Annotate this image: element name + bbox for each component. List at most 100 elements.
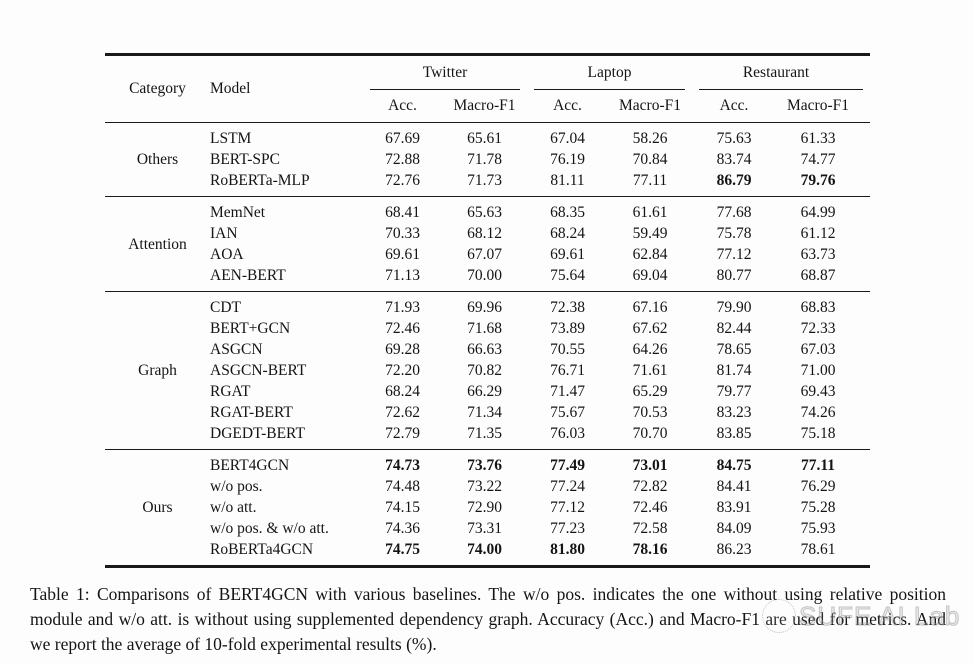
table-header: Category Model Twitter Laptop Restaurant… xyxy=(105,56,870,123)
model-name: RGAT xyxy=(210,383,251,400)
metric-value: 82.44 xyxy=(716,320,752,337)
metric-value: 72.76 xyxy=(385,172,420,189)
metric-value: 77.23 xyxy=(550,520,585,537)
metric-value: 78.16 xyxy=(632,541,668,558)
metric-value: 61.12 xyxy=(800,225,836,242)
metric-value: 63.73 xyxy=(800,246,836,263)
metric-value: 68.83 xyxy=(800,299,836,316)
header-metric-acc: Acc. xyxy=(719,97,749,114)
metric-value: 76.03 xyxy=(550,425,585,442)
metric-value: 79.90 xyxy=(716,299,752,316)
metric-value: 78.65 xyxy=(716,341,752,358)
metric-value: 70.00 xyxy=(467,267,502,284)
table-group-others: Others LSTM 67.69 65.61 67.04 58.26 75.63 61.33… xyxy=(105,123,870,196)
metric-value: 84.09 xyxy=(716,520,752,537)
header-metric-macro-f1: Macro-F1 xyxy=(619,97,681,114)
metric-value: 72.46 xyxy=(632,499,668,516)
metric-value: 84.75 xyxy=(716,457,752,474)
metric-value: 69.61 xyxy=(550,246,585,263)
table-group-ours: Ours BERT4GCN 74.73 73.76 77.49 73.01 84.75 77.… xyxy=(105,449,870,565)
metric-value: 74.77 xyxy=(800,151,836,168)
metric-value: 77.12 xyxy=(550,499,585,516)
metric-value: 68.41 xyxy=(385,204,420,221)
metric-value: 71.61 xyxy=(632,362,668,379)
category-label: Attention xyxy=(128,235,187,253)
metric-value: 77.49 xyxy=(550,457,585,474)
metric-value: 83.23 xyxy=(716,404,752,421)
model-name: w/o att. xyxy=(210,499,257,516)
metric-value: 79.76 xyxy=(800,172,836,189)
model-name: CDT xyxy=(210,299,241,316)
metric-value: 67.07 xyxy=(467,246,502,263)
metric-value: 80.77 xyxy=(716,267,752,284)
metric-value: 58.26 xyxy=(632,130,668,147)
metric-value: 66.29 xyxy=(467,383,502,400)
metric-value: 68.35 xyxy=(550,204,585,221)
metric-value: 67.03 xyxy=(800,341,836,358)
metric-value: 72.20 xyxy=(385,362,420,379)
metric-value: 72.46 xyxy=(385,320,420,337)
model-name: BERT4GCN xyxy=(210,457,290,474)
metric-value: 65.61 xyxy=(467,130,502,147)
metric-value: 73.31 xyxy=(467,520,502,537)
metric-value: 69.43 xyxy=(800,383,836,400)
metric-value: 69.61 xyxy=(385,246,420,263)
metric-value: 83.85 xyxy=(716,425,752,442)
metric-value: 83.74 xyxy=(716,151,752,168)
metric-value: 75.78 xyxy=(716,225,752,242)
results-table: Category Model Twitter Laptop Restaurant… xyxy=(105,53,870,568)
metric-value: 72.79 xyxy=(385,425,420,442)
metric-value: 70.55 xyxy=(550,341,585,358)
metric-value: 70.53 xyxy=(632,404,668,421)
model-name: LSTM xyxy=(210,130,252,147)
metric-value: 72.88 xyxy=(385,151,420,168)
metric-value: 67.69 xyxy=(385,130,420,147)
metric-value: 70.82 xyxy=(467,362,502,379)
category-label: Ours xyxy=(142,499,173,516)
metric-value: 73.01 xyxy=(632,457,668,474)
metric-value: 67.16 xyxy=(632,299,668,316)
metric-value: 64.26 xyxy=(632,341,668,358)
metric-value: 64.99 xyxy=(800,204,836,221)
metric-value: 67.62 xyxy=(632,320,668,337)
metric-value: 71.13 xyxy=(385,267,420,284)
metric-value: 72.58 xyxy=(632,520,668,537)
model-name: IAN xyxy=(210,225,238,242)
metric-value: 72.82 xyxy=(632,478,668,495)
metric-value: 69.96 xyxy=(467,299,502,316)
metric-value: 77.11 xyxy=(632,172,668,189)
header-dataset-restaurant: Restaurant xyxy=(692,56,870,91)
metric-value: 71.34 xyxy=(467,404,502,421)
model-name: RoBERTa4GCN xyxy=(210,541,314,558)
table-caption: Table 1: Comparisons of BERT4GCN with va… xyxy=(30,584,946,654)
metric-value: 71.68 xyxy=(467,320,502,337)
model-name: w/o pos. xyxy=(210,478,263,495)
metric-value: 81.80 xyxy=(550,541,585,558)
metric-value: 84.41 xyxy=(716,478,752,495)
metric-value: 71.35 xyxy=(467,425,502,442)
table-group-attention: Attention MemNet 68.41 65.63 68.35 61.61 77.68… xyxy=(105,196,870,291)
metric-value: 78.61 xyxy=(800,541,836,558)
metric-value: 74.15 xyxy=(385,499,420,516)
metric-value: 77.12 xyxy=(716,246,752,263)
metric-value: 72.62 xyxy=(385,404,420,421)
metric-value: 71.47 xyxy=(550,383,585,400)
metric-value: 77.68 xyxy=(716,204,752,221)
metric-value: 70.70 xyxy=(632,425,668,442)
metric-value: 72.38 xyxy=(550,299,585,316)
metric-value: 71.73 xyxy=(467,172,502,189)
metric-value: 76.19 xyxy=(550,151,585,168)
model-name: ASGCN xyxy=(210,341,263,358)
model-name: MemNet xyxy=(210,204,266,221)
header-metric-acc: Acc. xyxy=(553,97,582,114)
metric-value: 75.63 xyxy=(716,130,752,147)
metric-value: 75.64 xyxy=(550,267,585,284)
model-name: RGAT-BERT xyxy=(210,404,293,421)
metric-value: 75.67 xyxy=(550,404,585,421)
header-dataset-laptop: Laptop xyxy=(527,56,692,91)
model-name: DGEDT-BERT xyxy=(210,425,305,442)
table-group-graph: Graph CDT 71.93 69.96 72.38 67.16 79.90 68.83 BE… xyxy=(105,291,870,449)
table-body: Others LSTM 67.69 65.61 67.04 58.26 75.63 61.33… xyxy=(105,123,870,565)
model-name: BERT-SPC xyxy=(210,151,280,168)
